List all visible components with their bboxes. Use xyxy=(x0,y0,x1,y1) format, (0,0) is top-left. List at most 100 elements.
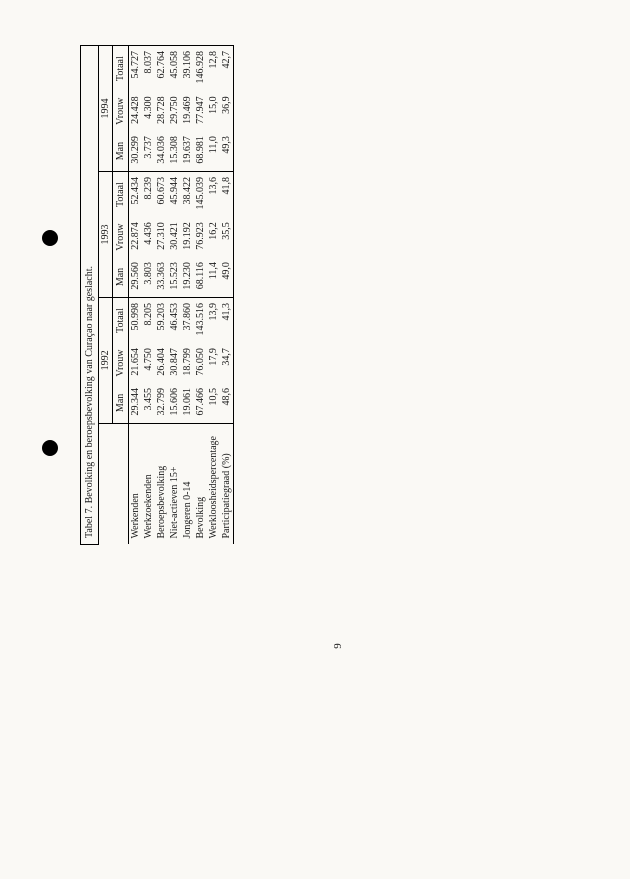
row-label: Beroepsbevolking xyxy=(155,423,168,544)
cell: 77.947 xyxy=(194,91,207,131)
row-label: Participatiegraad (%) xyxy=(220,423,234,544)
cell: 28.728 xyxy=(155,91,168,131)
cell: 15.606 xyxy=(168,383,181,423)
population-table: Tabel 7. Bevolking en beroepsbevolking v… xyxy=(80,45,234,545)
cell: 15,0 xyxy=(207,91,220,131)
row-label: Bevolking xyxy=(194,423,207,544)
cell: 68.116 xyxy=(194,257,207,297)
col-header: Man xyxy=(113,383,129,423)
col-header: Vrouw xyxy=(113,91,129,131)
row-label: Jongeren 0-14 xyxy=(181,423,194,544)
table-body: Werkenden29.34421.65450.99829.56022.8745… xyxy=(129,46,234,545)
table-row: Werkloosheidspercentage10,517,913,911,41… xyxy=(207,46,220,545)
col-header: Vrouw xyxy=(113,343,129,383)
cell: 4.300 xyxy=(142,91,155,131)
cell: 13,6 xyxy=(207,172,220,218)
cell: 30.299 xyxy=(129,131,143,171)
stub-cell xyxy=(113,423,129,544)
cell: 62.764 xyxy=(155,46,168,92)
cell: 27.310 xyxy=(155,217,168,257)
cell: 29.344 xyxy=(129,383,143,423)
cell: 145.039 xyxy=(194,172,207,218)
cell: 19.230 xyxy=(181,257,194,297)
cell: 45.944 xyxy=(168,172,181,218)
cell: 50.998 xyxy=(129,297,143,343)
col-header: Totaal xyxy=(113,172,129,218)
cell: 16,2 xyxy=(207,217,220,257)
cell: 24.428 xyxy=(129,91,143,131)
cell: 30.421 xyxy=(168,217,181,257)
cell: 36,9 xyxy=(220,91,234,131)
row-label: Niet-actieven 15+ xyxy=(168,423,181,544)
cell: 10,5 xyxy=(207,383,220,423)
cell: 41,8 xyxy=(220,172,234,218)
cell: 15.308 xyxy=(168,131,181,171)
cell: 17,9 xyxy=(207,343,220,383)
col-header: Totaal xyxy=(113,46,129,92)
rotated-table-container: Tabel 7. Bevolking en beroepsbevolking v… xyxy=(80,65,580,545)
cell: 19.637 xyxy=(181,131,194,171)
cell: 18.799 xyxy=(181,343,194,383)
cell: 3.737 xyxy=(142,131,155,171)
table-row: Jongeren 0-1419.06118.79937.86019.23019.… xyxy=(181,46,194,545)
punch-hole-icon xyxy=(42,230,58,246)
cell: 3.803 xyxy=(142,257,155,297)
cell: 8.205 xyxy=(142,297,155,343)
cell: 38.422 xyxy=(181,172,194,218)
cell: 21.654 xyxy=(129,343,143,383)
cell: 3.455 xyxy=(142,383,155,423)
cell: 22.874 xyxy=(129,217,143,257)
cell: 34.036 xyxy=(155,131,168,171)
cell: 32.799 xyxy=(155,383,168,423)
col-header: Totaal xyxy=(113,297,129,343)
cell: 54.727 xyxy=(129,46,143,92)
cell: 15.523 xyxy=(168,257,181,297)
cell: 48,6 xyxy=(220,383,234,423)
cell: 67.466 xyxy=(194,383,207,423)
cell: 11,0 xyxy=(207,131,220,171)
row-label: Werkenden xyxy=(129,423,143,544)
cell: 46.453 xyxy=(168,297,181,343)
cell: 59.203 xyxy=(155,297,168,343)
cell: 8.037 xyxy=(142,46,155,92)
row-label: Werkloosheidspercentage xyxy=(207,423,220,544)
stub-cell xyxy=(99,423,113,544)
cell: 33.363 xyxy=(155,257,168,297)
cell: 76.050 xyxy=(194,343,207,383)
cell: 12,8 xyxy=(207,46,220,92)
cell: 19.192 xyxy=(181,217,194,257)
table-row: Werkenden29.34421.65450.99829.56022.8745… xyxy=(129,46,143,545)
year-header-row: 1992 1993 1994 xyxy=(99,46,113,545)
page-number: 9 xyxy=(332,643,344,649)
cell: 19.469 xyxy=(181,91,194,131)
year-header: 1993 xyxy=(99,172,113,298)
cell: 11,4 xyxy=(207,257,220,297)
cell: 26.404 xyxy=(155,343,168,383)
year-header: 1994 xyxy=(99,46,113,172)
cell: 49,3 xyxy=(220,131,234,171)
row-label: Werkzoekenden xyxy=(142,423,155,544)
cell: 143.516 xyxy=(194,297,207,343)
cell: 41,3 xyxy=(220,297,234,343)
cell: 34,7 xyxy=(220,343,234,383)
col-header: Man xyxy=(113,131,129,171)
table-row: Participatiegraad (%)48,634,741,349,035,… xyxy=(220,46,234,545)
cell: 49,0 xyxy=(220,257,234,297)
col-header: Vrouw xyxy=(113,217,129,257)
cell: 39.106 xyxy=(181,46,194,92)
table-caption: Tabel 7. Bevolking en beroepsbevolking v… xyxy=(81,46,99,545)
col-header: Man xyxy=(113,257,129,297)
punch-hole-icon xyxy=(42,440,58,456)
table-row: Bevolking67.46676.050143.51668.11676.923… xyxy=(194,46,207,545)
cell: 4.750 xyxy=(142,343,155,383)
cell: 29.750 xyxy=(168,91,181,131)
cell: 60.673 xyxy=(155,172,168,218)
table-row: Beroepsbevolking32.79926.40459.20333.363… xyxy=(155,46,168,545)
cell: 8.239 xyxy=(142,172,155,218)
cell: 35,5 xyxy=(220,217,234,257)
cell: 37.860 xyxy=(181,297,194,343)
sub-header-row: Man Vrouw Totaal Man Vrouw Totaal Man Vr… xyxy=(113,46,129,545)
year-header: 1992 xyxy=(99,297,113,423)
cell: 4.436 xyxy=(142,217,155,257)
cell: 146.928 xyxy=(194,46,207,92)
